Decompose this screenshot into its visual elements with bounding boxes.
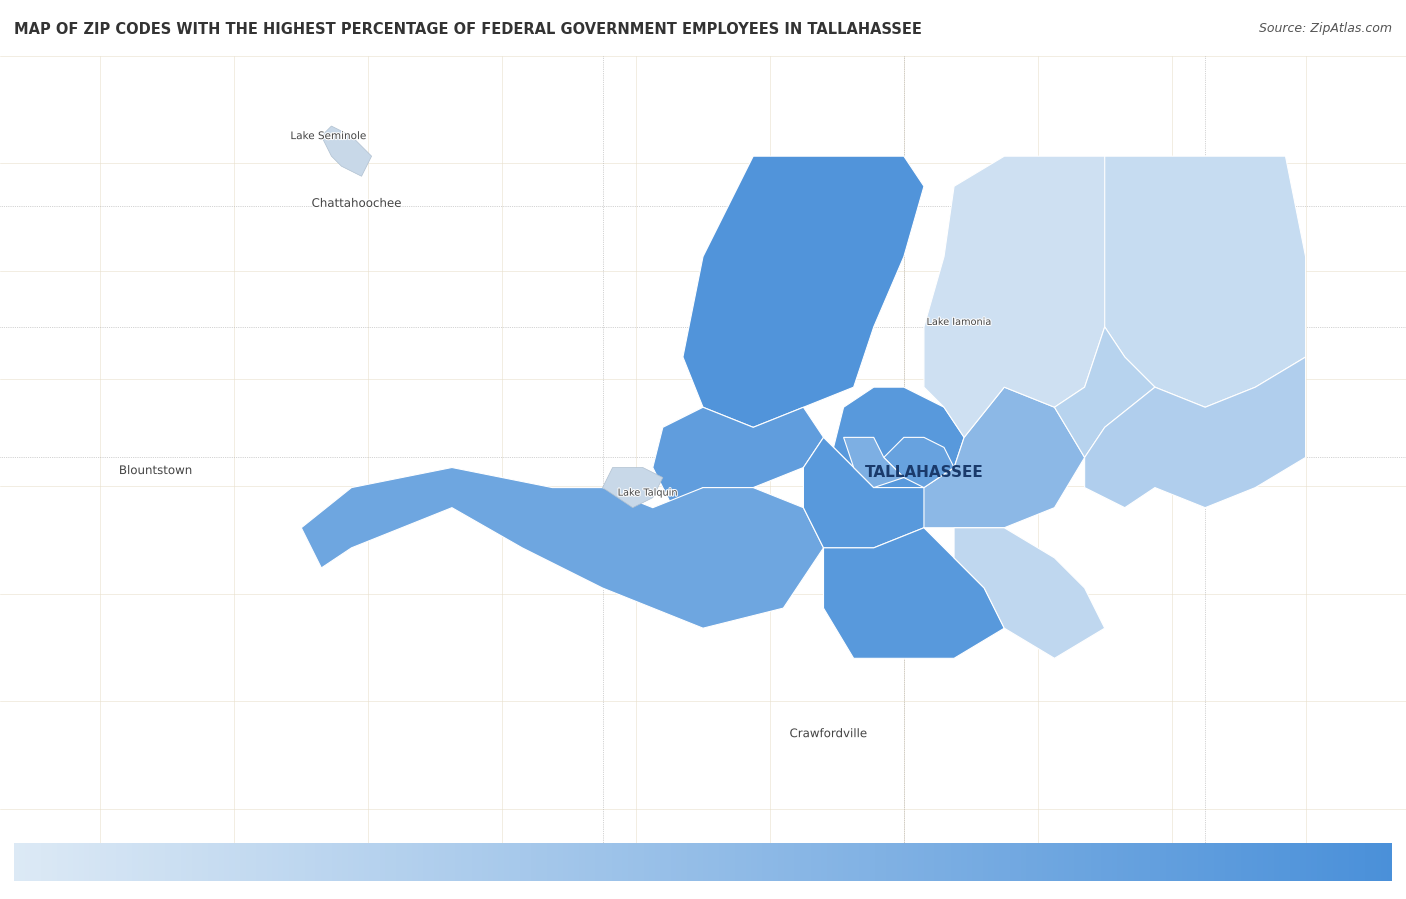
Text: Lake Seminole: Lake Seminole (291, 131, 367, 141)
Polygon shape (803, 438, 955, 547)
Polygon shape (955, 528, 1105, 658)
Polygon shape (301, 467, 824, 628)
Text: Lake Talquin: Lake Talquin (617, 487, 678, 498)
Polygon shape (834, 387, 965, 487)
Polygon shape (322, 126, 371, 176)
Text: Lake Iamonia: Lake Iamonia (927, 316, 991, 327)
Polygon shape (652, 407, 824, 508)
Polygon shape (924, 387, 1084, 528)
Text: Source: ZipAtlas.com: Source: ZipAtlas.com (1258, 22, 1392, 35)
Polygon shape (884, 438, 955, 487)
Polygon shape (683, 156, 924, 427)
Text: Chattahoochee: Chattahoochee (312, 197, 402, 209)
Text: Blountstown: Blountstown (120, 464, 193, 477)
Polygon shape (844, 438, 904, 487)
Polygon shape (924, 156, 1125, 438)
Polygon shape (1105, 156, 1306, 407)
Polygon shape (1084, 357, 1306, 508)
Polygon shape (824, 528, 1004, 658)
Text: MAP OF ZIP CODES WITH THE HIGHEST PERCENTAGE OF FEDERAL GOVERNMENT EMPLOYEES IN : MAP OF ZIP CODES WITH THE HIGHEST PERCEN… (14, 22, 922, 38)
Text: TALLAHASSEE: TALLAHASSEE (865, 465, 983, 480)
Text: Crawfordville: Crawfordville (790, 727, 868, 740)
Polygon shape (603, 467, 662, 508)
Polygon shape (1054, 327, 1154, 458)
